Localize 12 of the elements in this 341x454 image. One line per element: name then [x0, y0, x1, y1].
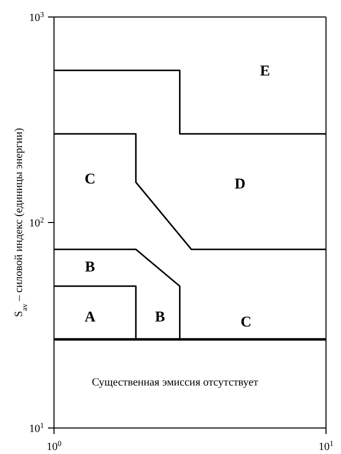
- annotation: A: [84, 310, 96, 326]
- annotation: C: [240, 314, 252, 330]
- annotation: D: [234, 176, 246, 192]
- annotation: Существенная эмиссия отсутствует: [92, 376, 258, 388]
- y-tick-label: 10$^{1}$: [29, 420, 44, 435]
- annotation: E: [260, 64, 270, 80]
- annotation: B: [154, 310, 166, 326]
- x-tick-label: 10$^{0}$: [46, 438, 62, 453]
- annotation: C: [84, 172, 96, 188]
- y-tick-label: 10$^{2}$: [29, 215, 44, 230]
- y-tick-label: 10$^{3}$: [29, 10, 44, 24]
- annotation: B: [84, 260, 96, 276]
